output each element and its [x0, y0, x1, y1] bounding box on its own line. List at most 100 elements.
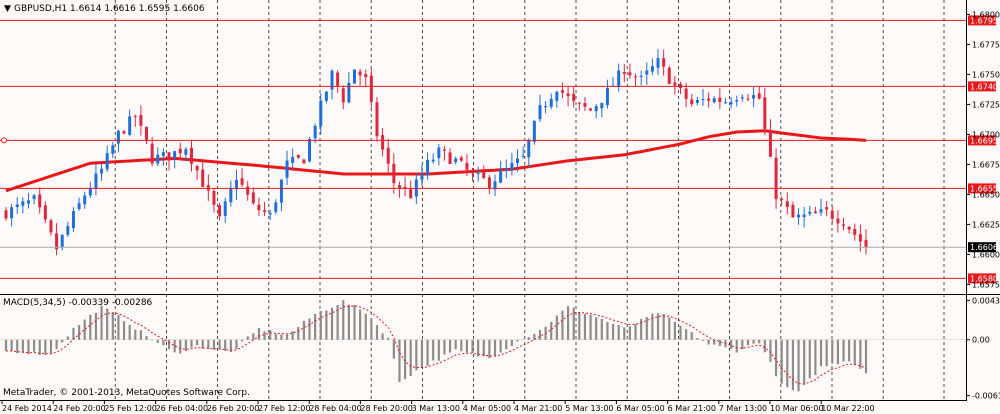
candle-body	[549, 98, 553, 107]
candle-body	[476, 172, 480, 174]
candle-body	[229, 188, 233, 203]
time-tick-label: 24 Feb 20:00	[53, 404, 105, 413]
time-tick-label: 6 Mar 21:00	[668, 404, 716, 413]
time-tick-label: 7 Mar 13:00	[719, 404, 767, 413]
candle-body	[465, 162, 469, 170]
candle-body	[223, 201, 227, 216]
candle-body	[482, 171, 486, 178]
candle-body	[437, 147, 441, 159]
candle-body	[32, 195, 36, 199]
candle-body	[111, 145, 115, 154]
candle-body	[836, 218, 840, 224]
chart-menu-icon[interactable]: ▼	[4, 4, 11, 14]
candle-body	[291, 156, 295, 163]
candle-body	[555, 91, 559, 101]
candle-body	[538, 105, 542, 120]
price-level-tag	[968, 183, 996, 194]
candle-body	[189, 147, 193, 164]
price-level-label: 1.6580	[970, 274, 998, 283]
time-tick-label: 4 Mar 21:00	[514, 404, 562, 413]
candle-body	[532, 120, 536, 142]
candle-body	[589, 108, 593, 111]
candle-body	[257, 204, 261, 211]
candle-body	[308, 139, 312, 162]
candle-body	[735, 100, 739, 102]
candle-body	[510, 162, 514, 171]
candle-body	[471, 171, 475, 174]
candle-body	[60, 234, 64, 248]
candle-body	[645, 70, 649, 75]
candle-body	[88, 188, 92, 196]
candle-body	[167, 152, 171, 161]
grid	[114, 0, 945, 400]
price-level-label: 1.6795	[970, 16, 998, 25]
macd-tick-label: -0.00612	[972, 392, 1000, 401]
price-level-tag	[968, 15, 996, 26]
candle-body	[324, 91, 328, 101]
candle-body	[802, 214, 806, 217]
candle-body	[431, 159, 435, 162]
candle-body	[707, 98, 711, 101]
candle-body	[184, 149, 188, 155]
candle-body	[145, 126, 149, 142]
candle-body	[133, 115, 137, 117]
level-handle-icon[interactable]	[1, 137, 7, 144]
candle-body	[330, 70, 334, 90]
candle-body	[381, 135, 385, 150]
candles	[4, 48, 868, 256]
candle-body	[234, 180, 238, 190]
moving-average-layer	[5, 129, 867, 193]
time-tick-label: 28 Feb 20:00	[360, 404, 412, 413]
candle-body	[746, 98, 750, 100]
candle-body	[662, 58, 666, 67]
candle-body	[246, 186, 250, 195]
candle-body	[617, 70, 621, 87]
candle-body	[723, 102, 727, 104]
candle-body	[100, 168, 104, 174]
candle-body	[358, 71, 362, 76]
candle-body	[712, 98, 716, 103]
candle-body	[296, 154, 300, 158]
candle-body	[420, 173, 424, 180]
candle-body	[279, 179, 283, 203]
candle-body	[487, 177, 491, 188]
candle-body	[10, 207, 14, 219]
candle-body	[150, 143, 154, 164]
candle-body	[639, 75, 643, 77]
candle-body	[336, 72, 340, 87]
candle-body	[55, 233, 59, 250]
candle-body	[594, 106, 598, 112]
price-tick-label: 1.6775	[972, 40, 1000, 49]
candle-body	[375, 102, 379, 137]
candle-body	[448, 152, 452, 164]
price-tick-label: 1.6600	[972, 250, 1000, 259]
candle-body	[49, 220, 53, 233]
candle-body	[195, 166, 199, 171]
candle-body	[808, 211, 812, 214]
current-price-tag	[968, 242, 996, 253]
candle-body	[285, 160, 289, 178]
candle-body	[493, 181, 497, 190]
candle-body	[527, 139, 531, 158]
candle-body	[4, 210, 8, 219]
price-level-tag	[968, 135, 996, 146]
price-level-label: 1.6695	[970, 136, 998, 145]
candle-body	[858, 234, 862, 242]
macd-indicator-label: MACD(5,34,5) -0.00339 -0.00286	[3, 298, 153, 308]
candle-body	[583, 103, 587, 107]
candle-body	[628, 72, 632, 76]
price-levels[interactable]: 1.6795 1.6740 1.6695 1.6655 1.6580 1.6606	[0, 15, 998, 284]
candle-body	[128, 116, 132, 135]
candle-body	[341, 88, 345, 103]
candle-body	[156, 154, 160, 164]
candle-body	[263, 210, 267, 213]
price-level-label: 1.6655	[970, 184, 998, 193]
candle-body	[94, 173, 98, 189]
candle-body	[251, 192, 255, 204]
candle-body	[38, 194, 42, 208]
candle-body	[15, 204, 19, 208]
candle-body	[656, 58, 660, 68]
candle-body	[774, 157, 778, 200]
